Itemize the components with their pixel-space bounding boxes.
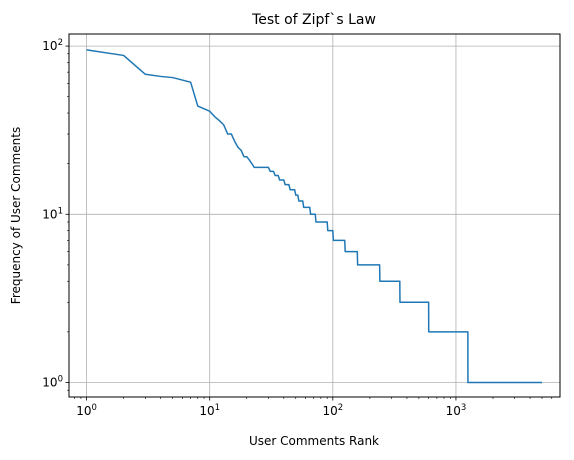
x-tick-label: 101 xyxy=(199,403,220,418)
x-tick-label: 103 xyxy=(446,403,467,418)
y-tick-label: 101 xyxy=(42,206,63,221)
y-axis-label: Frequency of User Comments xyxy=(9,127,23,304)
y-tick-label: 100 xyxy=(42,375,63,390)
x-tick-label: 102 xyxy=(322,403,343,418)
y-tick-label: 102 xyxy=(42,38,63,53)
chart-title: Test of Zipf`s Law xyxy=(251,12,376,28)
series-line xyxy=(86,49,543,384)
x-tick-label: 100 xyxy=(76,403,97,418)
x-axis-label: User Comments Rank xyxy=(249,434,379,448)
series-line-layer xyxy=(86,49,543,384)
plot-area xyxy=(68,33,561,398)
ticks-layer: 100 101 102 103 100 101 102 xyxy=(42,38,553,418)
